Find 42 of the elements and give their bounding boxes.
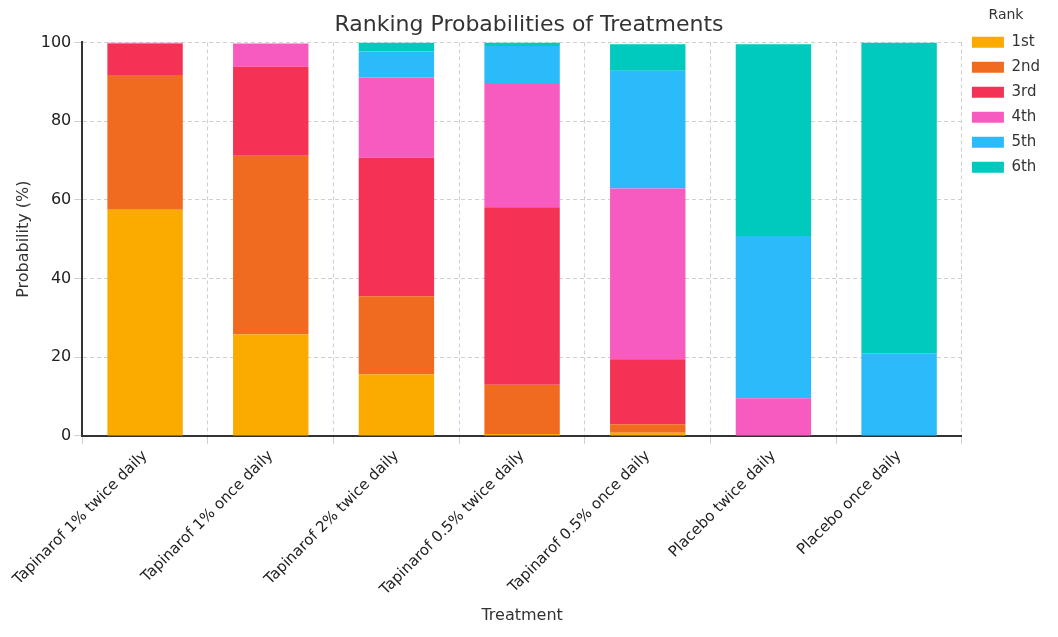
bar — [484, 384, 560, 435]
bar — [610, 359, 686, 425]
y-tick-label: 0 — [61, 425, 72, 445]
y-tick-label: 80 — [50, 110, 72, 130]
legend-label: 6th — [1011, 157, 1037, 176]
bar — [107, 43, 183, 76]
bar — [610, 70, 686, 189]
chart-title: Ranking Probabilities of Treatments — [334, 10, 724, 36]
bar — [735, 236, 812, 399]
bar — [735, 398, 812, 436]
bar — [358, 77, 435, 158]
bar — [610, 44, 686, 71]
legend-label: 2nd — [1011, 57, 1041, 76]
bar — [861, 42, 937, 354]
legend-label: 1st — [1011, 32, 1035, 51]
bar — [484, 207, 560, 385]
bar — [233, 43, 309, 67]
bar — [861, 353, 937, 436]
legend-title: Rank — [988, 5, 1025, 22]
bar — [735, 44, 812, 237]
bar — [610, 188, 686, 360]
y-tick-label: 100 — [40, 31, 72, 51]
bar — [233, 66, 309, 156]
bar — [107, 75, 183, 210]
legend-label: 4th — [1011, 107, 1037, 126]
y-tick-label: 60 — [50, 188, 72, 208]
legend-label: 5th — [1011, 132, 1037, 151]
bar — [107, 209, 183, 436]
x-axis-title: Treatment — [480, 604, 563, 624]
bar — [233, 334, 309, 436]
bar — [610, 424, 686, 433]
bar — [358, 51, 435, 78]
bar — [358, 157, 435, 297]
bar — [233, 155, 309, 335]
bar — [484, 82, 560, 208]
bar — [358, 296, 435, 375]
y-axis-title: Probability (%) — [13, 180, 33, 298]
y-tick-label: 40 — [50, 267, 72, 287]
bar — [358, 374, 435, 436]
y-tick-label: 20 — [50, 346, 72, 366]
bar — [484, 45, 560, 83]
legend-label: 3rd — [1011, 82, 1037, 101]
